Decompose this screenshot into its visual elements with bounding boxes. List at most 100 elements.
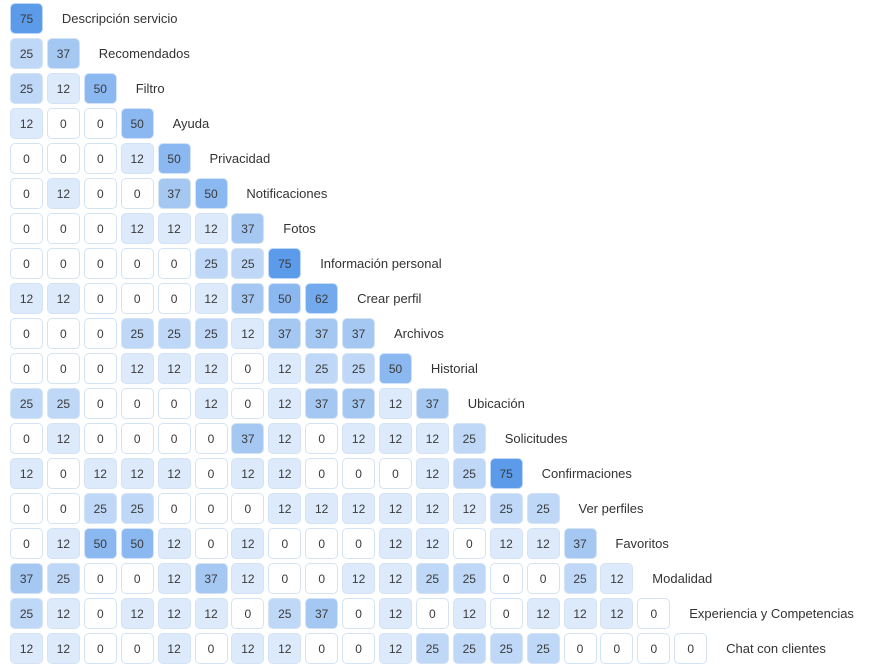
matrix-cell: 12 <box>342 423 376 454</box>
matrix-cell: 0 <box>600 633 634 664</box>
matrix-cell: 0 <box>268 563 302 594</box>
matrix-cell: 0 <box>637 633 671 664</box>
matrix-cell: 0 <box>46 248 80 279</box>
matrix-cell: 12 <box>489 528 523 559</box>
matrix-cell: 12 <box>379 598 412 629</box>
matrix-cell: 50 <box>83 528 117 559</box>
matrix-cell: 12 <box>157 563 191 594</box>
row-label: Historial <box>430 361 478 376</box>
row-label: Descripción servicio <box>61 11 178 26</box>
matrix-cell: 0 <box>83 318 117 349</box>
matrix-cell: 0 <box>120 178 154 209</box>
matrix-cell: 37 <box>157 178 191 209</box>
matrix-cell: 12 <box>342 563 376 594</box>
matrix-cell: 25 <box>526 493 560 524</box>
matrix-cell: 50 <box>268 283 302 314</box>
matrix-cell: 0 <box>157 248 191 279</box>
matrix-cell: 0 <box>10 213 43 244</box>
matrix-cell: 0 <box>489 563 523 594</box>
matrix-cell: 50 <box>120 528 154 559</box>
matrix-cell: 0 <box>194 423 228 454</box>
matrix-cell: 0 <box>120 248 154 279</box>
matrix-cell: 12 <box>46 528 80 559</box>
matrix-cell: 25 <box>10 388 43 419</box>
matrix-cell: 12 <box>415 423 449 454</box>
matrix-cell: 0 <box>83 213 117 244</box>
row-label: Ubicación <box>467 396 525 411</box>
row-label: Modalidad <box>652 571 713 586</box>
matrix-cell: 12 <box>10 458 43 489</box>
matrix-cell: 0 <box>46 143 80 174</box>
matrix-cell: 0 <box>342 458 376 489</box>
matrix-cell: 12 <box>268 493 302 524</box>
matrix-cell: 0 <box>231 388 265 419</box>
row-label: Archivos <box>394 326 444 341</box>
matrix-cell: 12 <box>415 528 449 559</box>
matrix-cell: 12 <box>305 493 339 524</box>
matrix-cell: 12 <box>268 633 302 664</box>
matrix-cell: 0 <box>46 353 80 384</box>
matrix-cell: 25 <box>10 73 43 104</box>
row-label: Chat con clientes <box>726 641 826 656</box>
matrix-cell: 37 <box>231 283 265 314</box>
matrix-cell: 62 <box>305 283 339 314</box>
matrix-cell: 0 <box>83 388 117 419</box>
matrix-cell: 25 <box>452 458 486 489</box>
matrix-cell: 0 <box>10 493 43 524</box>
matrix-cell: 12 <box>120 353 154 384</box>
matrix-cell: 0 <box>305 423 339 454</box>
matrix-cell: 25 <box>452 423 486 454</box>
matrix-cell: 12 <box>526 528 560 559</box>
matrix-cell: 25 <box>489 493 523 524</box>
matrix-cell: 12 <box>194 598 228 629</box>
matrix-cell: 12 <box>120 458 154 489</box>
matrix-cell: 25 <box>526 633 560 664</box>
matrix-cell: 0 <box>120 388 154 419</box>
matrix-cell: 25 <box>415 633 449 664</box>
matrix-cell: 25 <box>83 493 117 524</box>
matrix-cell: 25 <box>120 318 154 349</box>
matrix-cell: 37 <box>268 318 302 349</box>
matrix-cell: 75 <box>489 458 523 489</box>
matrix-cell: 0 <box>46 458 80 489</box>
matrix-cell: 12 <box>452 493 486 524</box>
matrix-cell: 25 <box>157 318 191 349</box>
matrix-cell: 50 <box>120 108 154 139</box>
matrix-cell: 50 <box>379 353 412 384</box>
matrix-cell: 0 <box>194 528 228 559</box>
matrix-cell: 25 <box>305 353 339 384</box>
matrix-cell: 12 <box>194 213 228 244</box>
matrix-cell: 12 <box>231 633 265 664</box>
matrix-cell: 0 <box>10 248 43 279</box>
matrix-cell: 0 <box>120 633 154 664</box>
matrix-cell: 0 <box>46 213 80 244</box>
matrix-cell: 12 <box>268 423 302 454</box>
matrix-cell: 0 <box>379 458 412 489</box>
matrix-cell: 12 <box>120 213 154 244</box>
matrix-cell: 12 <box>157 353 191 384</box>
matrix-cell: 75 <box>10 3 43 34</box>
matrix-cell: 0 <box>83 598 117 629</box>
matrix-cell: 0 <box>83 633 117 664</box>
matrix-cell: 0 <box>46 108 80 139</box>
matrix-cell: 25 <box>194 318 228 349</box>
matrix-cell: 12 <box>342 493 376 524</box>
matrix-cell: 12 <box>600 598 634 629</box>
matrix-cell: 12 <box>231 528 265 559</box>
matrix-cell: 25 <box>46 388 80 419</box>
matrix-cell: 12 <box>268 458 302 489</box>
matrix-cell: 12 <box>194 353 228 384</box>
matrix-cell: 0 <box>10 528 43 559</box>
matrix-cell: 37 <box>305 388 339 419</box>
matrix-cell: 12 <box>10 108 43 139</box>
matrix-cell: 0 <box>489 598 523 629</box>
row-label: Recomendados <box>98 46 190 61</box>
matrix-cell: 0 <box>526 563 560 594</box>
matrix-cell: 0 <box>10 178 43 209</box>
row-label: Favoritos <box>615 536 669 551</box>
row-label: Filtro <box>135 81 165 96</box>
matrix-cell: 12 <box>157 213 191 244</box>
matrix-cell: 12 <box>157 598 191 629</box>
matrix-cell: 25 <box>10 38 43 69</box>
matrix-cell: 0 <box>563 633 597 664</box>
